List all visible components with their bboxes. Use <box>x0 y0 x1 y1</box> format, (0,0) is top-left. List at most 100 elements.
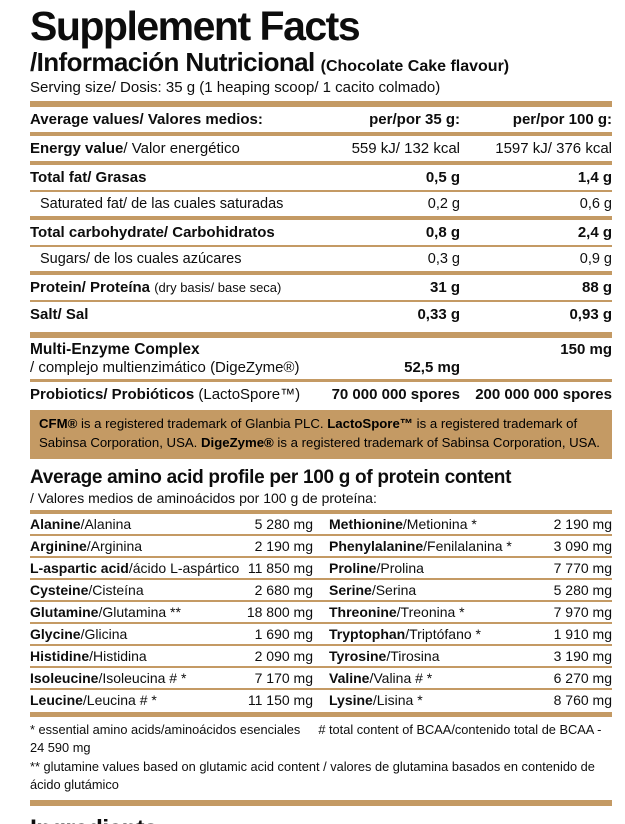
amino-en: Isoleucine <box>30 669 99 686</box>
amino-es: /Isoleucina # * <box>98 669 187 686</box>
trademark-notice-box: CFM® is a registered trademark of Glanbi… <box>30 410 612 459</box>
amino-row: Alanine/Alanina 5 280 mg Methionine/Metio… <box>30 514 612 534</box>
amino-es: /Cisteína <box>88 581 144 598</box>
amino-value: 8 760 mg <box>553 691 612 708</box>
row-salt: Salt/ Sal 0,33 g 0,93 g <box>30 302 612 327</box>
row-probiotics: Probiotics/ Probióticos (LactoSpore™) 70… <box>30 382 612 407</box>
row-label: Protein/ Proteína (dry basis/ base seca) <box>30 279 310 296</box>
value-35g: 0,5 g <box>425 169 460 187</box>
divider-bar <box>30 132 612 137</box>
amino-value: 5 280 mg <box>553 581 612 598</box>
value-35g: 0,3 g <box>427 251 460 268</box>
row-label: Total fat/ Grasas <box>30 169 310 186</box>
footnote-text: * essential amino acids/aminoácidos esen… <box>30 721 301 737</box>
amino-value: 7 170 mg <box>254 669 313 686</box>
amino-value: 5 280 mg <box>254 515 313 532</box>
row-label: Energy value/ Valor energético <box>30 140 310 157</box>
amino-en: Arginine <box>30 537 87 554</box>
value-35g: 0,33 g <box>417 306 460 324</box>
lactospore-trademark: LactoSpore™ <box>327 416 413 432</box>
amino-cell: Methionine/Metionina * 2 190 mg <box>329 516 612 532</box>
amino-en: Alanine <box>30 515 81 532</box>
label-note: (dry basis/ base seca) <box>154 280 282 296</box>
amino-value: 11 850 mg <box>247 559 313 576</box>
amino-es: /Histidina <box>89 647 147 664</box>
footnote-glutamine: ** glutamine values based on glutamic ac… <box>30 758 595 793</box>
header-col-35g: per/por 35 g: <box>369 111 460 129</box>
divider-line <box>30 533 612 536</box>
row-protein: Protein/ Proteína (dry basis/ base seca)… <box>30 275 612 300</box>
serving-size: Serving size/ Dosis: 35 g (1 heaping sco… <box>30 79 441 97</box>
amino-value: 7 970 mg <box>553 603 612 620</box>
row-label: Saturated fat/ de las cuales saturadas <box>30 196 310 212</box>
amino-en: Phenylalanine <box>329 537 424 554</box>
amino-label: Histidine/Histidina <box>30 648 147 664</box>
amino-label: Serine/Serina <box>329 582 416 598</box>
amino-cell: Serine/Serina 5 280 mg <box>329 582 612 598</box>
amino-value: 1 690 mg <box>254 625 313 642</box>
amino-label: Cysteine/Cisteína <box>30 582 144 598</box>
amino-value: 1 910 mg <box>553 625 612 642</box>
divider-line <box>30 379 612 383</box>
amino-label: Isoleucine/Isoleucina # * <box>30 670 186 686</box>
amino-es: /Arginina <box>86 537 143 554</box>
trademark-text: is a registered trademark of Sabinsa Cor… <box>39 416 578 450</box>
row-label: Multi-Enzyme Complex / complejo multienz… <box>30 341 310 376</box>
row-energy: Energy value/ Valor energético 559 kJ/ 1… <box>30 136 612 161</box>
amino-en: Proline <box>329 559 377 576</box>
label-en: Salt/ Sal <box>30 306 89 324</box>
amino-row: L-aspartic acid/ácido L-aspártico 11 850 … <box>30 558 612 578</box>
footnote-text: # total content of BCAA/contenido total … <box>30 721 602 756</box>
amino-value: 2 190 mg <box>254 537 313 554</box>
divider-line <box>30 643 612 646</box>
amino-es: /Leucina # * <box>82 691 157 708</box>
amino-en: Histidine <box>30 647 90 664</box>
row-label: Probiotics/ Probióticos (LactoSpore™) <box>30 386 310 403</box>
amino-cell: Threonine/Treonina * 7 970 mg <box>329 604 612 620</box>
amino-cell: Phenylalanine/Fenilalanina * 3 090 mg <box>329 538 612 554</box>
header-label: Average values/ Valores medios: <box>30 111 263 129</box>
amino-footnotes: * essential amino acids/aminoácidos esen… <box>30 717 612 800</box>
row-sugars: Sugars/ de los cuales azúcares 0,3 g 0,9… <box>30 247 612 271</box>
amino-cell: Lysine/Lisina * 8 760 mg <box>329 692 612 708</box>
amino-value: 2 190 mg <box>553 515 612 532</box>
amino-es: /Glutamina ** <box>98 603 181 620</box>
amino-es: /Glicina <box>80 625 128 642</box>
divider-bar <box>30 271 612 276</box>
value-35g: 31 g <box>429 279 460 297</box>
amino-cell: Isoleucine/Isoleucina # * 7 170 mg <box>30 670 313 686</box>
row-multi-enzyme-complex: Multi-Enzyme Complex / complejo multienz… <box>30 338 612 379</box>
amino-cell: Tyrosine/Tirosina 3 190 mg <box>329 648 612 664</box>
divider-line <box>30 621 612 624</box>
divider-line <box>30 245 612 248</box>
amino-es: /Treonina * <box>396 603 465 620</box>
amino-row: Glycine/Glicina 1 690 mg Tryptophan/Tript… <box>30 624 612 644</box>
value-100g: 0,9 g <box>579 251 612 268</box>
amino-es: /Tirosina <box>386 647 440 664</box>
amino-label: Glycine/Glicina <box>30 626 127 642</box>
amino-label: Leucine/Leucina # * <box>30 692 157 708</box>
divider-line <box>30 599 612 602</box>
amino-label: Arginine/Arginina <box>30 538 142 554</box>
value-35g: 0,2 g <box>427 196 460 213</box>
amino-cell: L-aspartic acid/ácido L-aspártico 11 850 … <box>30 560 313 576</box>
amino-es: /Lisina * <box>372 691 423 708</box>
amino-en: Serine <box>329 581 372 598</box>
amino-label: Proline/Prolina <box>329 560 424 576</box>
amino-en: Tyrosine <box>329 647 387 664</box>
amino-label: Lysine/Lisina * <box>329 692 423 708</box>
amino-value: 6 270 mg <box>553 669 612 686</box>
amino-label: Alanine/Alanina <box>30 516 131 532</box>
amino-en: Cysteine <box>30 581 89 598</box>
amino-en: L-aspartic acid <box>30 559 129 576</box>
digezyme-trademark: DigeZyme® <box>201 434 274 450</box>
amino-label: Tryptophan/Triptófano * <box>329 626 481 642</box>
amino-row: Arginine/Arginina 2 190 mg Phenylalanine/… <box>30 536 612 556</box>
amino-value: 7 770 mg <box>553 559 612 576</box>
amino-cell: Valine/Valina # * 6 270 mg <box>329 670 612 686</box>
label-es: / Valor energético <box>123 140 240 158</box>
divider-line <box>30 300 612 303</box>
divider-line <box>30 687 612 690</box>
label-en: Total carbohydrate/ Carbohidratos <box>30 224 275 242</box>
label-en: Probiotics/ Probióticos <box>30 386 195 404</box>
